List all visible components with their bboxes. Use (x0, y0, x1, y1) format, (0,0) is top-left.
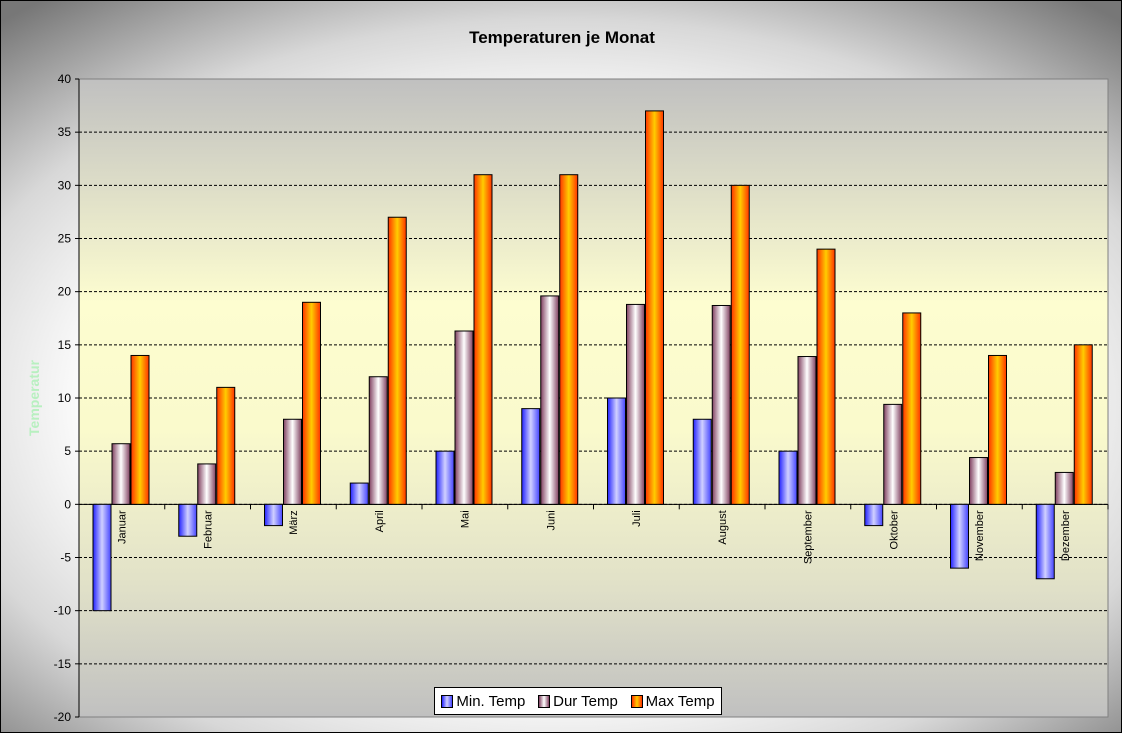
bar-min-temp-juli (607, 397, 626, 505)
bar-min-temp-september (778, 450, 798, 505)
x-category-label: August (717, 510, 729, 544)
bar-max-temp-september (816, 248, 836, 505)
bar-min-temp-mai (435, 450, 455, 505)
bar-min-temp-januar (92, 503, 112, 612)
legend-swatch-dur (538, 694, 551, 708)
bar-max-temp-mai (473, 174, 493, 505)
bar-max-temp-dezember (1073, 344, 1093, 505)
x-category-label: Juni (545, 510, 557, 530)
x-category-label: Januar (117, 510, 129, 544)
x-category-label: Juli (631, 510, 643, 527)
bar-dur-temp-april (368, 376, 388, 505)
legend: Min. Temp Dur Temp Max Temp (434, 687, 722, 715)
x-category-label: Dezember (1060, 510, 1072, 561)
y-tick-label: 25 (58, 232, 72, 246)
y-tick-label: 40 (58, 72, 72, 86)
x-category-label: April (374, 510, 386, 532)
y-tick-label: -5 (60, 551, 71, 565)
x-category-label: Oktober (888, 510, 900, 549)
legend-item-max: Max Temp (630, 692, 715, 710)
y-axis-label: Temperatur (26, 359, 42, 436)
bar-max-temp-märz (302, 301, 321, 505)
y-tick-label: -15 (54, 657, 72, 671)
bar-min-temp-juni (521, 408, 541, 505)
y-tick-label: 15 (58, 338, 72, 352)
bar-dur-temp-juli (626, 303, 645, 505)
bar-max-temp-oktober (902, 312, 922, 505)
y-tick-label: 0 (64, 497, 71, 511)
y-tick-label: 30 (58, 178, 72, 192)
bar-dur-temp-august (711, 304, 731, 505)
bar-dur-temp-märz (283, 418, 302, 505)
bar-dur-temp-oktober (883, 403, 903, 505)
bar-max-temp-januar (130, 354, 150, 505)
y-tick-label: 20 (58, 285, 72, 299)
x-category-label: März (288, 510, 300, 534)
y-tick-label: -20 (54, 710, 72, 724)
bar-max-temp-november (988, 354, 1007, 505)
y-tick-label: -10 (54, 604, 72, 618)
legend-item-dur: Dur Temp (538, 693, 618, 710)
bar-min-temp-april (349, 482, 369, 505)
legend-label-dur: Dur Temp (553, 692, 618, 710)
bar-min-temp-november (950, 503, 969, 569)
y-tick-label: 10 (58, 391, 72, 405)
bar-dur-temp-september (797, 356, 817, 505)
bar-max-temp-juni (559, 174, 579, 505)
bar-dur-temp-juni (540, 295, 560, 505)
chart-title: Temperaturen je Monat (469, 28, 655, 47)
bar-min-temp-august (692, 418, 712, 505)
bar-max-temp-april (387, 216, 407, 505)
bar-min-temp-oktober (864, 503, 884, 527)
bar-dur-temp-februar (197, 463, 217, 505)
bar-dur-temp-dezember (1054, 471, 1074, 505)
bar-dur-temp-januar (111, 443, 131, 505)
x-category-label: Februar (202, 510, 214, 549)
x-category-label: Mai (460, 510, 472, 528)
bar-max-temp-august (730, 184, 750, 505)
bar-min-temp-dezember (1035, 503, 1055, 580)
bar-dur-temp-mai (454, 330, 474, 505)
bar-min-temp-märz (264, 503, 283, 527)
x-category-label: September (803, 510, 815, 564)
legend-label-max: Max Temp (645, 692, 715, 710)
bar-max-temp-juli (645, 110, 664, 505)
bar-min-temp-februar (178, 503, 198, 537)
bar-max-temp-februar (216, 386, 236, 505)
legend-swatch-max (630, 694, 643, 708)
y-tick-label: 5 (64, 444, 71, 458)
legend-swatch-min (441, 694, 454, 708)
y-tick-label: 35 (58, 125, 72, 139)
bar-dur-temp-november (969, 457, 988, 505)
legend-item-min: Min. Temp (441, 693, 525, 710)
x-category-label: November (974, 510, 986, 561)
legend-label-min: Min. Temp (456, 692, 526, 710)
